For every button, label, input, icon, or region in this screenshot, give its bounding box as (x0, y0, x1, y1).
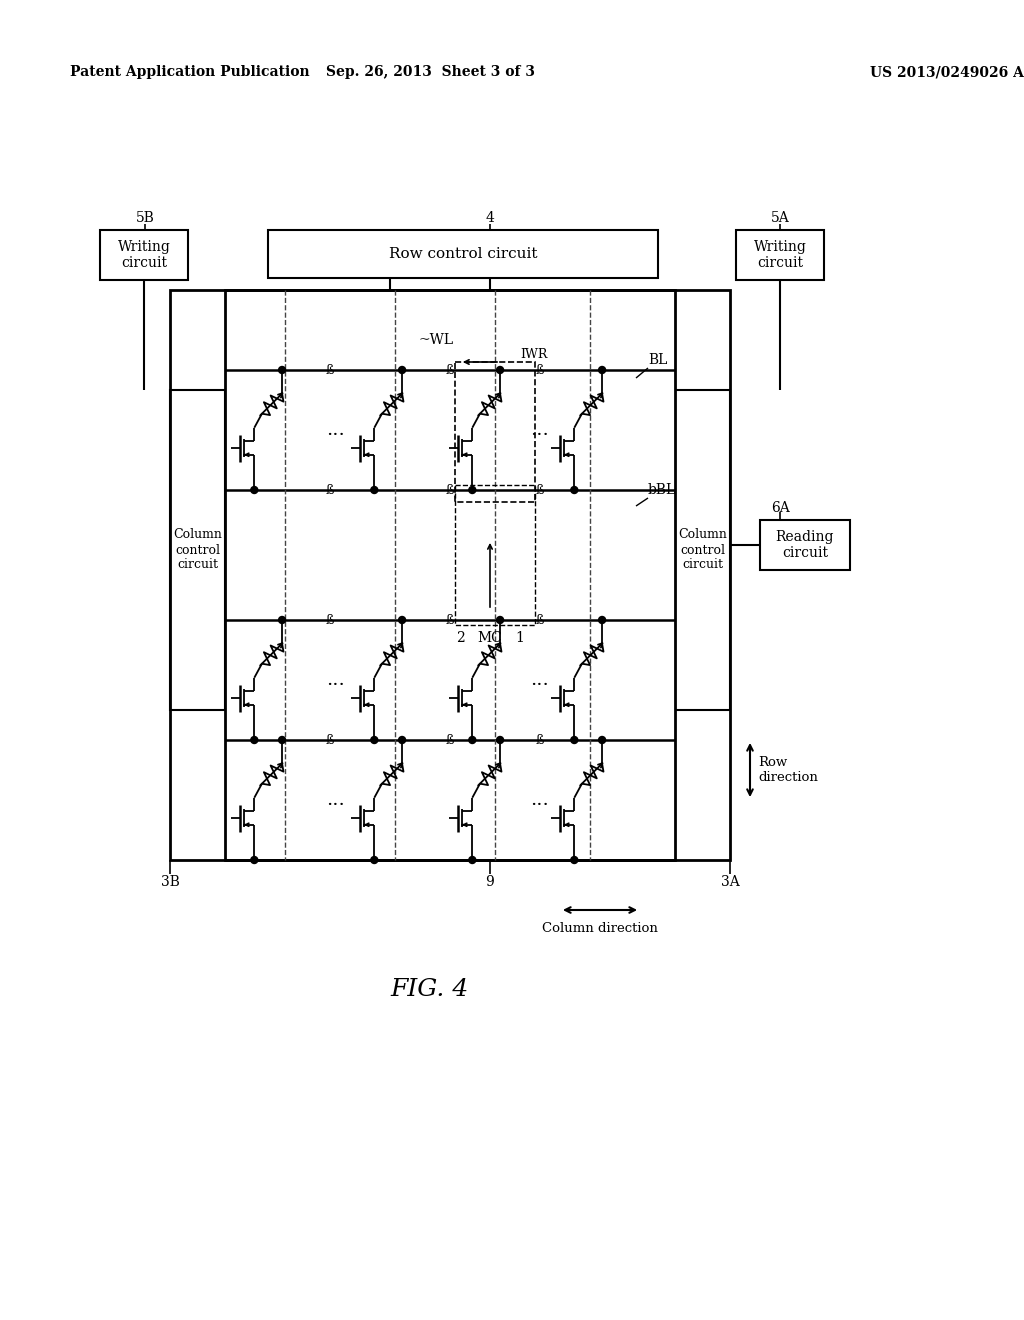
Circle shape (251, 857, 258, 863)
Circle shape (570, 857, 578, 863)
Bar (736, 230, 824, 280)
Circle shape (279, 616, 286, 623)
Bar (170, 290, 730, 861)
Text: MC: MC (477, 631, 503, 645)
Circle shape (398, 616, 406, 623)
Text: ß: ß (445, 363, 455, 376)
Text: ß: ß (536, 734, 544, 747)
Circle shape (251, 487, 258, 494)
Circle shape (599, 616, 605, 623)
Circle shape (398, 367, 406, 374)
Circle shape (371, 487, 378, 494)
Circle shape (251, 737, 258, 743)
Circle shape (469, 487, 476, 494)
Text: Patent Application Publication: Patent Application Publication (70, 65, 309, 79)
Text: ...: ... (530, 791, 549, 809)
Text: BL: BL (648, 352, 668, 367)
Text: ß: ß (326, 363, 334, 376)
Text: Row
direction: Row direction (758, 756, 818, 784)
Text: ...: ... (530, 421, 549, 440)
Circle shape (371, 857, 378, 863)
Text: ß: ß (445, 483, 455, 496)
Bar (455, 484, 535, 624)
Circle shape (599, 367, 605, 374)
Text: ~WL: ~WL (418, 333, 454, 347)
Circle shape (279, 737, 286, 743)
Bar (760, 520, 850, 570)
Text: bBL: bBL (648, 483, 676, 498)
Text: Writing
circuit: Writing circuit (754, 240, 807, 271)
Bar (225, 290, 675, 861)
Bar (170, 389, 225, 710)
Text: ß: ß (445, 614, 455, 627)
Text: FIG. 4: FIG. 4 (391, 978, 469, 1002)
Bar (675, 389, 730, 710)
Circle shape (279, 367, 286, 374)
Text: Column direction: Column direction (542, 921, 658, 935)
Text: 4: 4 (485, 211, 495, 224)
Text: 5B: 5B (135, 211, 155, 224)
Text: 6A: 6A (771, 502, 790, 515)
Text: Column
control
circuit: Column control circuit (173, 528, 222, 572)
Text: Row control circuit: Row control circuit (389, 247, 538, 261)
Text: ß: ß (536, 483, 544, 496)
Circle shape (497, 367, 504, 374)
Circle shape (599, 737, 605, 743)
Text: Column
control
circuit: Column control circuit (678, 528, 727, 572)
Text: ß: ß (536, 614, 544, 627)
Text: ß: ß (326, 614, 334, 627)
Text: 3A: 3A (721, 875, 739, 888)
Circle shape (469, 737, 476, 743)
Circle shape (570, 487, 578, 494)
Text: Writing
circuit: Writing circuit (118, 240, 170, 271)
Text: ...: ... (326, 671, 344, 689)
Text: ß: ß (445, 734, 455, 747)
Text: ...: ... (326, 791, 344, 809)
Bar (455, 362, 535, 502)
Text: ß: ß (326, 483, 334, 496)
Text: ß: ß (536, 363, 544, 376)
Text: IWR: IWR (520, 347, 548, 360)
Text: Sep. 26, 2013  Sheet 3 of 3: Sep. 26, 2013 Sheet 3 of 3 (326, 65, 535, 79)
Bar (100, 230, 188, 280)
Circle shape (497, 616, 504, 623)
Text: 9: 9 (485, 875, 495, 888)
Text: 3B: 3B (161, 875, 179, 888)
Bar (268, 230, 658, 279)
Text: ß: ß (326, 734, 334, 747)
Text: ...: ... (530, 671, 549, 689)
Text: ...: ... (326, 421, 344, 440)
Circle shape (398, 737, 406, 743)
Text: 5A: 5A (771, 211, 790, 224)
Text: US 2013/0249026 A1: US 2013/0249026 A1 (870, 65, 1024, 79)
Circle shape (497, 737, 504, 743)
Circle shape (570, 737, 578, 743)
Text: 2: 2 (456, 631, 464, 645)
Circle shape (371, 737, 378, 743)
Circle shape (469, 857, 476, 863)
Text: 1: 1 (515, 631, 524, 645)
Text: Reading
circuit: Reading circuit (776, 529, 835, 560)
